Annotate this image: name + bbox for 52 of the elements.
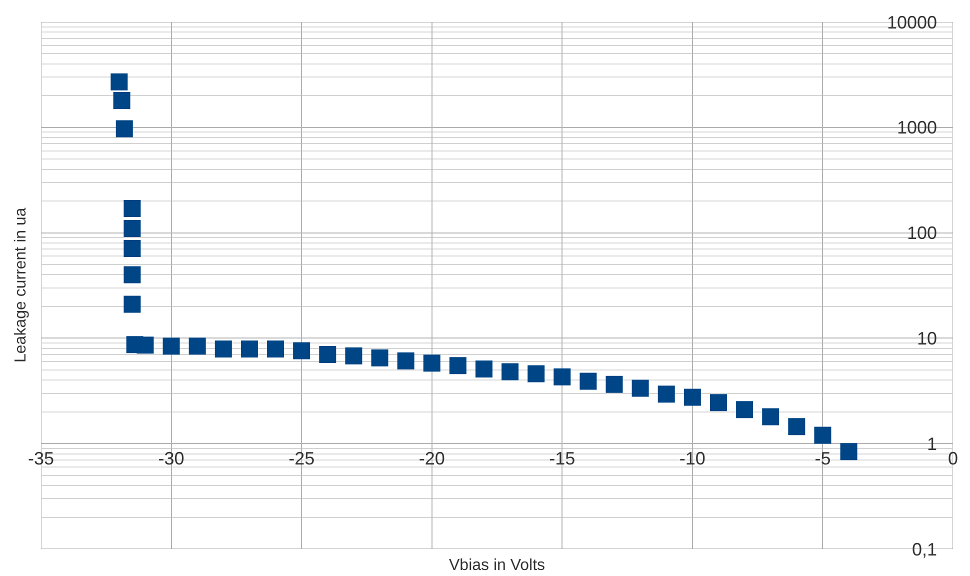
point <box>788 418 806 436</box>
point <box>449 357 466 374</box>
point <box>606 376 623 393</box>
point <box>214 340 232 358</box>
point <box>116 120 133 138</box>
point <box>162 338 180 355</box>
point <box>423 354 440 372</box>
point <box>814 426 832 444</box>
x-tick-label: -20 <box>418 448 445 469</box>
point <box>710 394 727 412</box>
point <box>124 200 141 218</box>
x-tick-label: -10 <box>679 448 706 469</box>
point <box>632 380 649 397</box>
y-tick-label: 10 <box>916 328 937 348</box>
point <box>124 240 141 257</box>
point <box>684 388 701 406</box>
y-tick-label: 10000 <box>886 12 937 32</box>
y-tick-label: 0,1 <box>912 539 937 560</box>
point <box>240 340 258 358</box>
point <box>528 365 545 382</box>
x-tick-label: -30 <box>158 448 184 469</box>
point <box>475 360 492 378</box>
point <box>736 401 754 418</box>
point <box>502 363 519 380</box>
point <box>762 408 780 426</box>
point <box>110 73 128 90</box>
y-tick-label: 1 <box>926 434 937 454</box>
y-tick-label: 100 <box>906 223 937 244</box>
y-axis-title: Leakage current in ua <box>12 208 30 362</box>
point <box>319 346 336 364</box>
point <box>371 349 388 366</box>
x-tick-label: -35 <box>28 448 54 469</box>
point <box>658 386 675 403</box>
x-axis-title: Vbias in Volts <box>449 557 546 574</box>
point <box>136 336 154 354</box>
point <box>397 352 414 370</box>
point <box>293 342 310 360</box>
point <box>345 347 362 364</box>
point <box>840 443 858 460</box>
point <box>124 266 141 284</box>
point <box>554 368 571 386</box>
x-tick-label: 0 <box>948 448 958 469</box>
point <box>113 92 130 109</box>
point <box>188 338 206 355</box>
y-tick-label: 1000 <box>896 118 937 138</box>
x-tick-label: -25 <box>288 448 315 469</box>
point <box>124 296 141 313</box>
point <box>267 340 284 358</box>
point <box>580 372 597 390</box>
x-tick-label: -15 <box>549 448 576 469</box>
x-tick-label: -5 <box>814 448 831 469</box>
point <box>124 220 141 237</box>
